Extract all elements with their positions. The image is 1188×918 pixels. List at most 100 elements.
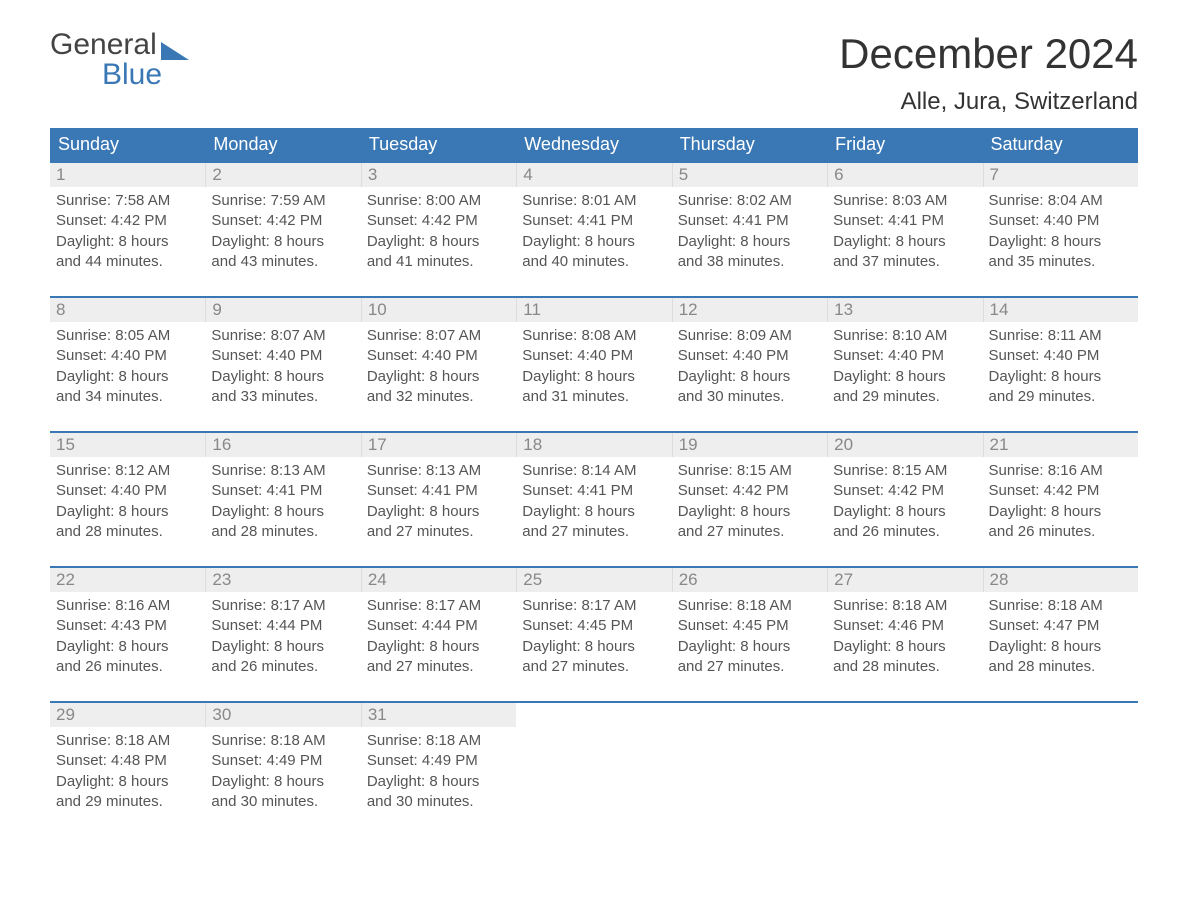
day-cell: 22Sunrise: 8:16 AMSunset: 4:43 PMDayligh… <box>50 568 205 681</box>
day-body: Sunrise: 8:18 AMSunset: 4:49 PMDaylight:… <box>361 727 516 816</box>
day-cell: 24Sunrise: 8:17 AMSunset: 4:44 PMDayligh… <box>361 568 516 681</box>
day-number: 19 <box>672 433 827 457</box>
day-d1: Daylight: 8 hours <box>367 367 510 387</box>
day-number: 10 <box>361 298 516 322</box>
day-sunrise: Sunrise: 8:18 AM <box>211 731 354 751</box>
day-d1: Daylight: 8 hours <box>56 502 199 522</box>
day-sunrise: Sunrise: 8:17 AM <box>211 596 354 616</box>
day-number: 4 <box>516 163 671 187</box>
day-d1: Daylight: 8 hours <box>367 772 510 792</box>
day-number: 6 <box>827 163 982 187</box>
day-d2: and 27 minutes. <box>522 657 665 677</box>
day-d2: and 33 minutes. <box>211 387 354 407</box>
day-sunrise: Sunrise: 8:14 AM <box>522 461 665 481</box>
day-d1: Daylight: 8 hours <box>989 367 1132 387</box>
day-sunrise: Sunrise: 8:18 AM <box>833 596 976 616</box>
day-cell: 18Sunrise: 8:14 AMSunset: 4:41 PMDayligh… <box>516 433 671 546</box>
weekday-header: Sunday <box>50 128 205 161</box>
weeks-container: 1Sunrise: 7:58 AMSunset: 4:42 PMDaylight… <box>50 161 1138 816</box>
day-sunset: Sunset: 4:40 PM <box>211 346 354 366</box>
day-sunrise: Sunrise: 8:03 AM <box>833 191 976 211</box>
day-body: Sunrise: 8:17 AMSunset: 4:44 PMDaylight:… <box>205 592 360 681</box>
day-sunrise: Sunrise: 8:15 AM <box>678 461 821 481</box>
day-body: Sunrise: 7:58 AMSunset: 4:42 PMDaylight:… <box>50 187 205 276</box>
day-cell: 4Sunrise: 8:01 AMSunset: 4:41 PMDaylight… <box>516 163 671 276</box>
day-cell: 28Sunrise: 8:18 AMSunset: 4:47 PMDayligh… <box>983 568 1138 681</box>
day-cell: 2Sunrise: 7:59 AMSunset: 4:42 PMDaylight… <box>205 163 360 276</box>
day-cell: 6Sunrise: 8:03 AMSunset: 4:41 PMDaylight… <box>827 163 982 276</box>
day-sunset: Sunset: 4:48 PM <box>56 751 199 771</box>
day-sunset: Sunset: 4:42 PM <box>56 211 199 231</box>
day-number: 20 <box>827 433 982 457</box>
day-cell: 10Sunrise: 8:07 AMSunset: 4:40 PMDayligh… <box>361 298 516 411</box>
day-cell: 21Sunrise: 8:16 AMSunset: 4:42 PMDayligh… <box>983 433 1138 546</box>
day-d1: Daylight: 8 hours <box>56 772 199 792</box>
day-cell: 11Sunrise: 8:08 AMSunset: 4:40 PMDayligh… <box>516 298 671 411</box>
day-d2: and 41 minutes. <box>367 252 510 272</box>
location-label: Alle, Jura, Switzerland <box>839 88 1138 116</box>
day-d2: and 40 minutes. <box>522 252 665 272</box>
page-header: General Blue December 2024 Alle, Jura, S… <box>50 30 1138 116</box>
day-sunrise: Sunrise: 8:09 AM <box>678 326 821 346</box>
day-sunset: Sunset: 4:41 PM <box>367 481 510 501</box>
day-body: Sunrise: 8:17 AMSunset: 4:45 PMDaylight:… <box>516 592 671 681</box>
day-d1: Daylight: 8 hours <box>833 367 976 387</box>
day-cell: 17Sunrise: 8:13 AMSunset: 4:41 PMDayligh… <box>361 433 516 546</box>
day-number: 21 <box>983 433 1138 457</box>
day-body: Sunrise: 8:17 AMSunset: 4:44 PMDaylight:… <box>361 592 516 681</box>
day-d1: Daylight: 8 hours <box>989 232 1132 252</box>
day-d2: and 30 minutes. <box>678 387 821 407</box>
day-d1: Daylight: 8 hours <box>833 232 976 252</box>
day-number: 9 <box>205 298 360 322</box>
day-d1: Daylight: 8 hours <box>833 502 976 522</box>
day-body: Sunrise: 8:07 AMSunset: 4:40 PMDaylight:… <box>205 322 360 411</box>
day-d1: Daylight: 8 hours <box>56 367 199 387</box>
day-body: Sunrise: 8:04 AMSunset: 4:40 PMDaylight:… <box>983 187 1138 276</box>
day-cell: 1Sunrise: 7:58 AMSunset: 4:42 PMDaylight… <box>50 163 205 276</box>
day-d2: and 43 minutes. <box>211 252 354 272</box>
day-cell: 16Sunrise: 8:13 AMSunset: 4:41 PMDayligh… <box>205 433 360 546</box>
day-cell: 13Sunrise: 8:10 AMSunset: 4:40 PMDayligh… <box>827 298 982 411</box>
week-row: 1Sunrise: 7:58 AMSunset: 4:42 PMDaylight… <box>50 161 1138 276</box>
day-number: 22 <box>50 568 205 592</box>
day-sunset: Sunset: 4:41 PM <box>678 211 821 231</box>
day-d1: Daylight: 8 hours <box>211 502 354 522</box>
day-d1: Daylight: 8 hours <box>522 502 665 522</box>
day-sunset: Sunset: 4:42 PM <box>989 481 1132 501</box>
day-number: 8 <box>50 298 205 322</box>
day-sunset: Sunset: 4:40 PM <box>367 346 510 366</box>
day-sunrise: Sunrise: 8:02 AM <box>678 191 821 211</box>
day-sunrise: Sunrise: 8:17 AM <box>522 596 665 616</box>
day-sunrise: Sunrise: 8:18 AM <box>989 596 1132 616</box>
day-body: Sunrise: 8:18 AMSunset: 4:49 PMDaylight:… <box>205 727 360 816</box>
week-row: 29Sunrise: 8:18 AMSunset: 4:48 PMDayligh… <box>50 701 1138 816</box>
day-sunrise: Sunrise: 8:10 AM <box>833 326 976 346</box>
brand-line1: General <box>50 30 157 60</box>
day-number: 29 <box>50 703 205 727</box>
day-body: Sunrise: 8:09 AMSunset: 4:40 PMDaylight:… <box>672 322 827 411</box>
day-sunrise: Sunrise: 8:18 AM <box>56 731 199 751</box>
logo-sail-icon <box>161 42 189 60</box>
day-d2: and 34 minutes. <box>56 387 199 407</box>
day-sunrise: Sunrise: 8:15 AM <box>833 461 976 481</box>
empty-cell <box>516 703 671 816</box>
day-cell: 26Sunrise: 8:18 AMSunset: 4:45 PMDayligh… <box>672 568 827 681</box>
day-sunset: Sunset: 4:40 PM <box>989 211 1132 231</box>
day-sunset: Sunset: 4:49 PM <box>211 751 354 771</box>
day-number: 11 <box>516 298 671 322</box>
day-sunset: Sunset: 4:41 PM <box>522 211 665 231</box>
day-d2: and 29 minutes. <box>833 387 976 407</box>
day-d2: and 28 minutes. <box>989 657 1132 677</box>
day-sunset: Sunset: 4:41 PM <box>522 481 665 501</box>
day-d2: and 26 minutes. <box>211 657 354 677</box>
day-cell: 8Sunrise: 8:05 AMSunset: 4:40 PMDaylight… <box>50 298 205 411</box>
day-number: 30 <box>205 703 360 727</box>
brand-line2: Blue <box>50 60 189 90</box>
empty-cell <box>983 703 1138 816</box>
day-number: 24 <box>361 568 516 592</box>
day-d2: and 28 minutes. <box>833 657 976 677</box>
empty-cell <box>672 703 827 816</box>
day-d1: Daylight: 8 hours <box>522 232 665 252</box>
day-d2: and 32 minutes. <box>367 387 510 407</box>
day-cell: 7Sunrise: 8:04 AMSunset: 4:40 PMDaylight… <box>983 163 1138 276</box>
